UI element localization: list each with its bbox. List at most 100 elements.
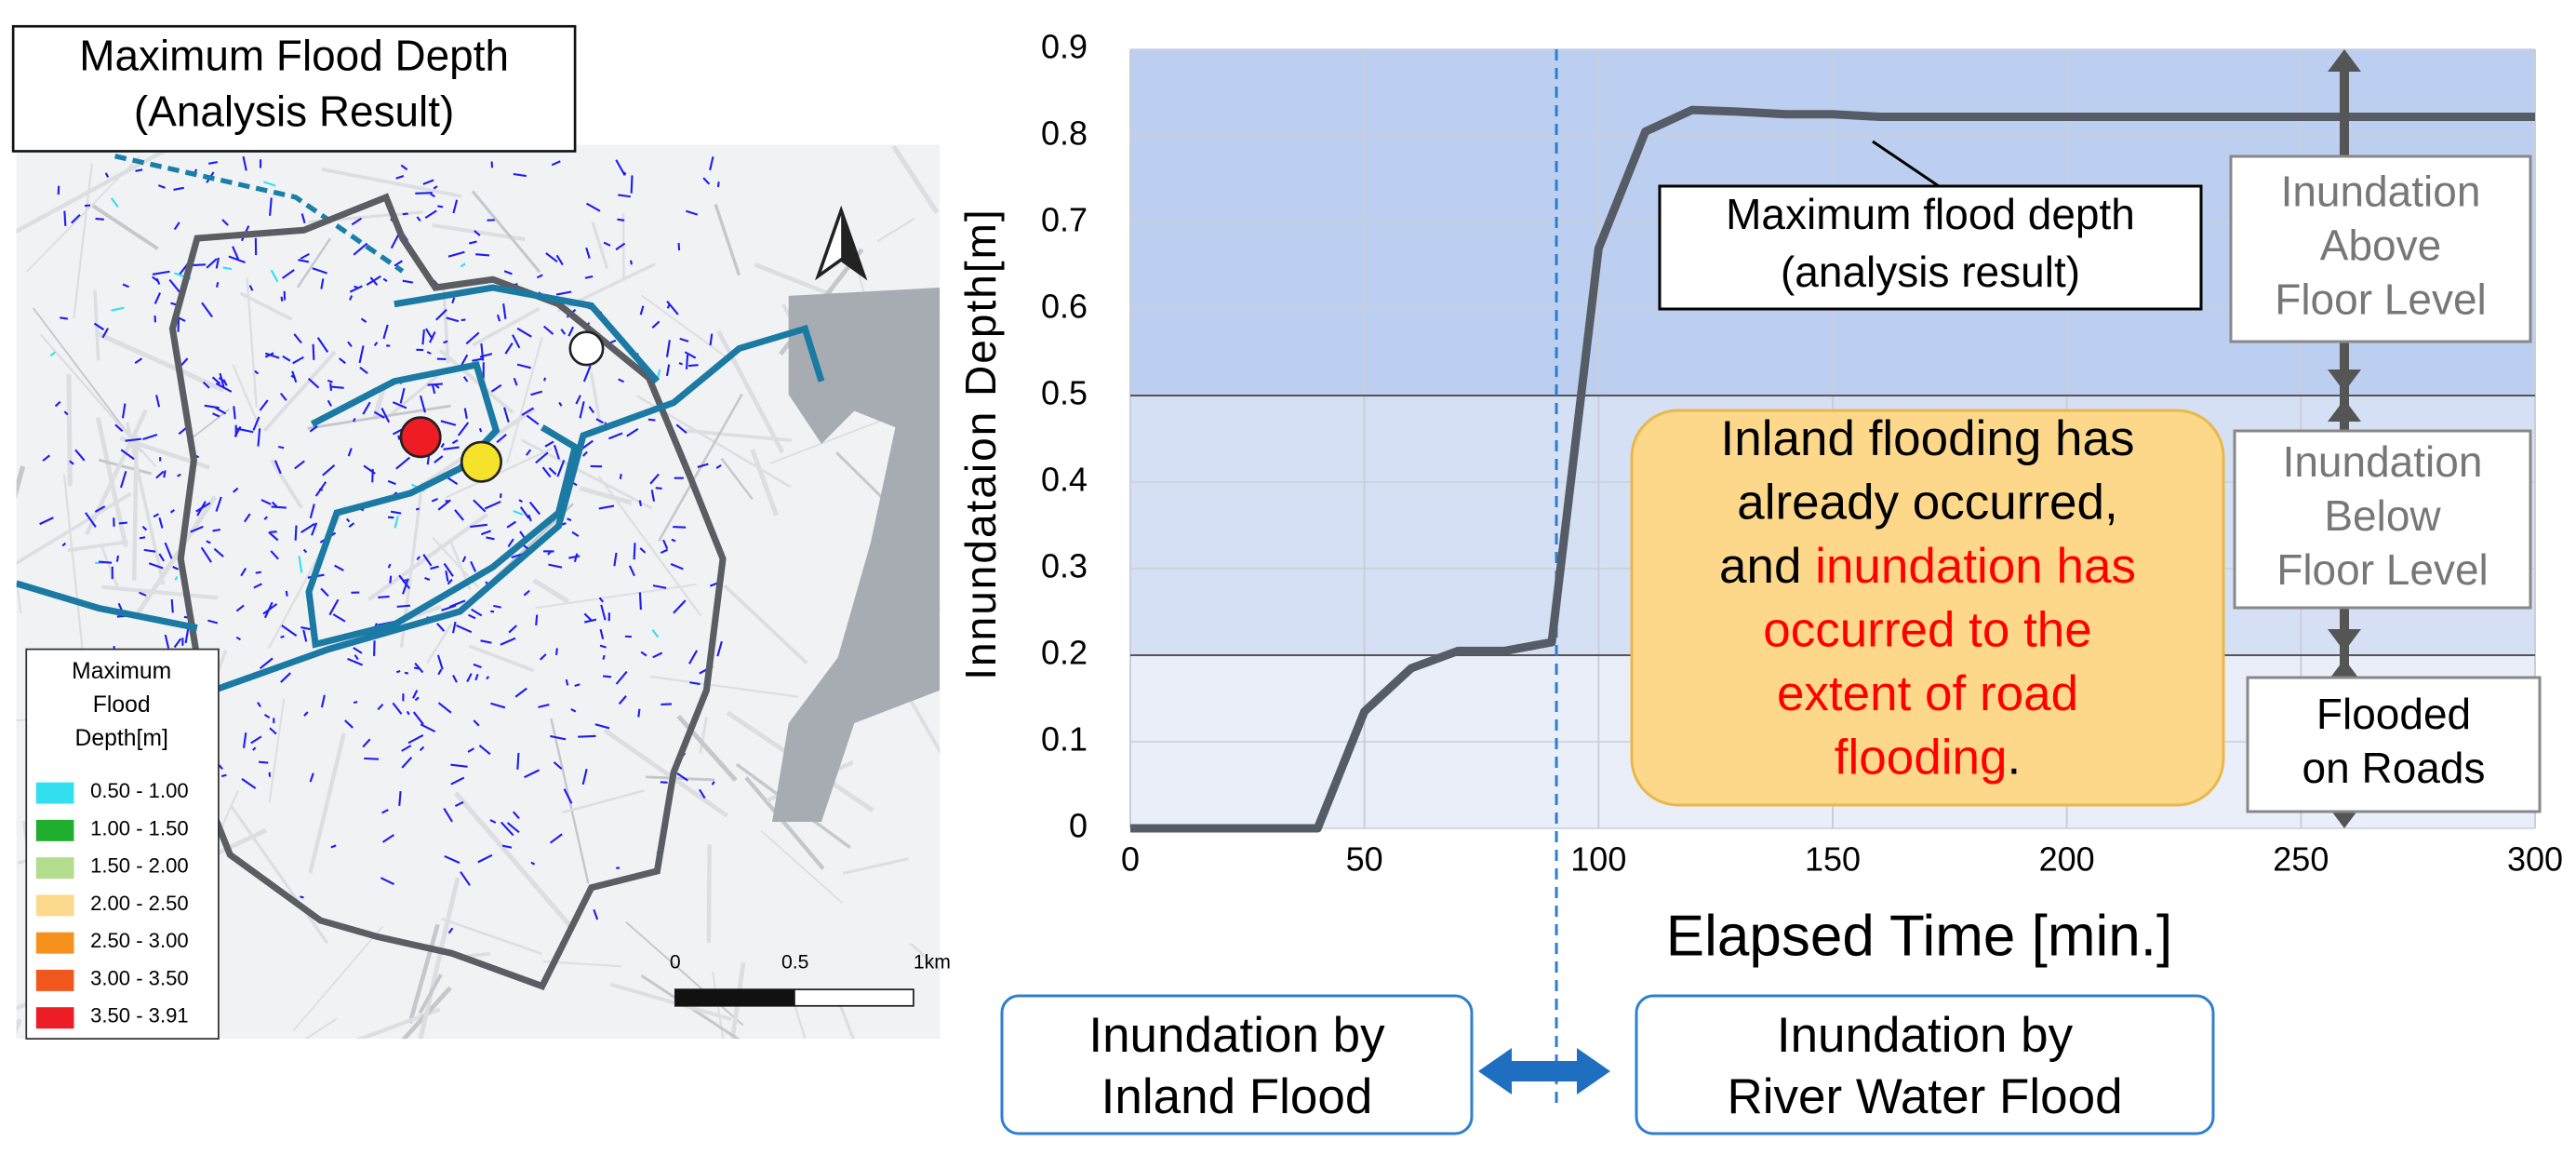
flood-cell xyxy=(444,854,460,865)
flood-cell xyxy=(362,401,371,415)
legend-swatch xyxy=(35,932,74,954)
road xyxy=(597,475,702,617)
road xyxy=(706,844,712,943)
road xyxy=(16,1018,22,1035)
flood-cell xyxy=(630,175,634,194)
y-tick-label: 0.3 xyxy=(1041,547,1088,585)
flood-cell xyxy=(437,702,452,714)
flood-cell xyxy=(380,407,391,423)
x-tick-label: 200 xyxy=(2039,840,2095,879)
flood-cell xyxy=(401,756,413,769)
flood-cell xyxy=(452,199,459,214)
flood-cell xyxy=(152,270,170,275)
flood-cell xyxy=(598,597,605,603)
road xyxy=(307,404,451,430)
x-tick-label: 0 xyxy=(1121,840,1140,879)
flood-cell xyxy=(281,625,298,638)
flood-cell xyxy=(451,297,456,304)
legend-swatch xyxy=(35,969,74,991)
flood-cell xyxy=(462,376,469,383)
flood-cell xyxy=(269,727,277,735)
flood-cell xyxy=(334,564,344,571)
flood-cell xyxy=(373,410,385,419)
road xyxy=(520,438,653,510)
flood-cell xyxy=(191,263,207,267)
flood-cell xyxy=(512,334,521,349)
flood-cell xyxy=(282,269,295,279)
flood-cell xyxy=(490,702,506,709)
road xyxy=(91,204,159,250)
flood-cell xyxy=(332,613,346,623)
flood-cell xyxy=(63,210,67,226)
flood-cell xyxy=(382,324,389,340)
flood-cell xyxy=(434,455,444,463)
flood-cell xyxy=(460,871,471,886)
flood-cell xyxy=(155,395,161,408)
flood-cell xyxy=(440,420,457,426)
flood-cell xyxy=(436,623,446,632)
flood-cell xyxy=(404,671,409,675)
road xyxy=(26,155,141,273)
flood-cell xyxy=(232,487,239,493)
road xyxy=(418,974,443,1014)
flood-cell xyxy=(158,553,166,562)
flood-cell xyxy=(294,460,305,470)
flood-cell xyxy=(581,450,588,457)
flood-cell xyxy=(422,179,434,185)
flood-cell xyxy=(163,470,167,478)
flood-cell xyxy=(662,539,669,549)
flood-cell xyxy=(121,403,127,419)
flood-cell xyxy=(228,255,246,263)
road xyxy=(134,495,218,617)
road xyxy=(125,422,166,585)
flood-cell xyxy=(300,213,306,223)
flood-cell xyxy=(398,791,402,806)
flood-cell xyxy=(535,451,549,464)
legend-swatch xyxy=(35,894,74,917)
flood-cell xyxy=(598,504,615,510)
flood-cell xyxy=(344,719,354,729)
flood-cell xyxy=(250,735,262,745)
flood-cell xyxy=(61,542,67,547)
flood-cell xyxy=(303,711,309,717)
flood-cell xyxy=(572,482,578,487)
road xyxy=(744,775,825,870)
flood-cell xyxy=(451,439,459,445)
y-axis-title: Innundataion Depth[m] xyxy=(956,208,1005,679)
flood-cell xyxy=(339,357,346,365)
flood-cell xyxy=(470,560,477,572)
flood-cell xyxy=(652,584,667,589)
flood-cell xyxy=(221,219,229,226)
flood-cell xyxy=(558,401,563,407)
flood-cell xyxy=(381,834,394,843)
flood-cell xyxy=(666,301,679,316)
road xyxy=(658,393,743,542)
flood-cell xyxy=(665,364,671,377)
flood-cell xyxy=(155,470,165,479)
flood-cell xyxy=(454,800,464,807)
flood-cell xyxy=(264,352,274,358)
flood-cell xyxy=(243,513,251,523)
chart: 0 0.1 0.2 0.3 0.4 0.5 0.6 0.7 0.8 0.9 0 50 100 150 200… xyxy=(956,28,2563,1135)
flood-cell xyxy=(460,318,466,322)
flood-cell xyxy=(702,177,711,185)
flood-cell xyxy=(478,745,491,756)
flood-cell xyxy=(60,316,69,320)
flood-cell xyxy=(215,496,222,512)
road xyxy=(262,350,337,432)
flood-cell xyxy=(599,644,607,649)
flood-cell xyxy=(158,517,164,529)
flood-cell xyxy=(637,708,641,718)
flood-cell xyxy=(412,711,424,725)
flood-cell xyxy=(402,578,407,584)
flood-cell xyxy=(110,197,119,208)
band-label-box xyxy=(2229,154,2532,343)
flood-cell xyxy=(366,275,381,287)
flood-cell xyxy=(252,416,260,431)
flood-cell xyxy=(345,517,351,523)
y-tick-label: 0.8 xyxy=(1041,114,1088,153)
flood-cell xyxy=(649,473,660,485)
flood-cell xyxy=(548,466,557,476)
flood-cell xyxy=(430,193,435,198)
location-red xyxy=(399,416,442,459)
